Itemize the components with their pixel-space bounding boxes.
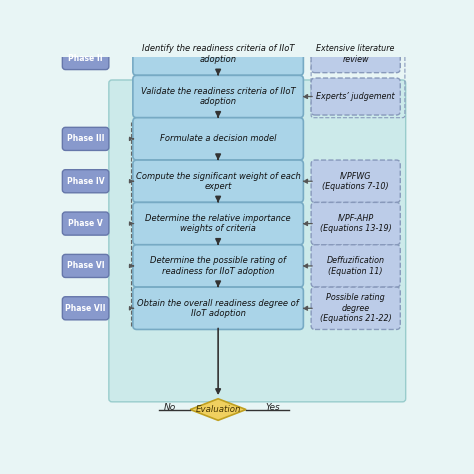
Text: Validate the readiness criteria of IIoT
adoption: Validate the readiness criteria of IIoT … [141, 87, 295, 106]
FancyBboxPatch shape [311, 78, 400, 115]
Text: Identify the readiness criteria of IIoT
adoption: Identify the readiness criteria of IIoT … [142, 45, 294, 64]
FancyBboxPatch shape [63, 128, 109, 150]
Text: Evaluation: Evaluation [195, 405, 241, 414]
FancyBboxPatch shape [311, 245, 400, 287]
Text: Extensive literature
review: Extensive literature review [317, 45, 395, 64]
FancyBboxPatch shape [133, 33, 303, 75]
Text: Phase V: Phase V [68, 219, 103, 228]
Text: Deffuzification
(Equation 11): Deffuzification (Equation 11) [327, 256, 385, 276]
Text: Yes: Yes [265, 403, 280, 412]
Polygon shape [190, 399, 246, 420]
FancyBboxPatch shape [133, 160, 303, 202]
Text: Phase IV: Phase IV [67, 177, 104, 186]
FancyBboxPatch shape [133, 118, 303, 160]
Text: Phase VI: Phase VI [67, 262, 104, 271]
Text: Obtain the overall readiness degree of
IIoT adoption: Obtain the overall readiness degree of I… [137, 299, 299, 318]
Text: Phase III: Phase III [67, 135, 104, 143]
Text: IVPFWG
(Equations 7-10): IVPFWG (Equations 7-10) [322, 172, 389, 191]
Text: Phase VII: Phase VII [65, 304, 106, 313]
FancyBboxPatch shape [133, 287, 303, 329]
Text: Formulate a decision model: Formulate a decision model [160, 135, 276, 143]
Text: Experts’ judgement: Experts’ judgement [316, 92, 395, 101]
Text: Determine the possible rating of
readiness for IIoT adoption: Determine the possible rating of readine… [150, 256, 286, 276]
FancyBboxPatch shape [109, 80, 406, 402]
FancyBboxPatch shape [63, 297, 109, 320]
FancyBboxPatch shape [311, 287, 400, 329]
FancyBboxPatch shape [311, 202, 400, 245]
Text: Possible rating
degree
(Equations 21-22): Possible rating degree (Equations 21-22) [320, 293, 392, 323]
FancyBboxPatch shape [311, 36, 400, 73]
FancyBboxPatch shape [133, 245, 303, 287]
FancyBboxPatch shape [311, 160, 400, 202]
FancyBboxPatch shape [133, 75, 303, 118]
FancyBboxPatch shape [63, 255, 109, 277]
Text: No: No [164, 403, 176, 412]
Text: Phase II: Phase II [68, 54, 103, 63]
FancyBboxPatch shape [63, 212, 109, 235]
Text: IVPF-AHP
(Equations 13-19): IVPF-AHP (Equations 13-19) [320, 214, 392, 233]
FancyBboxPatch shape [133, 202, 303, 245]
Text: Compute the significant weight of each
expert: Compute the significant weight of each e… [136, 172, 301, 191]
FancyBboxPatch shape [63, 46, 109, 70]
FancyBboxPatch shape [63, 170, 109, 193]
Text: Determine the relative importance
weights of criteria: Determine the relative importance weight… [146, 214, 291, 233]
